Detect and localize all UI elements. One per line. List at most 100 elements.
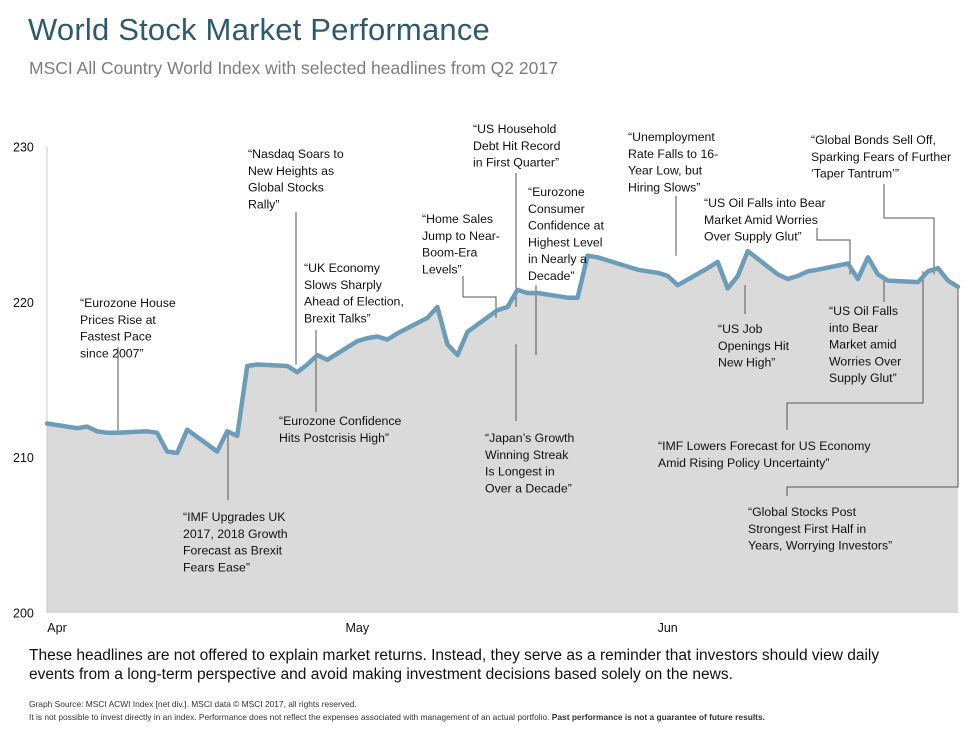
data-point (595, 255, 599, 259)
annotation-label: “Unemployment Rate Falls to 16- Year Low, … (628, 130, 718, 194)
annotation-line: “IMF Lowers Forecast for US Economy (658, 439, 871, 453)
annotation-line: “US Job (718, 322, 763, 336)
disclaimer-note: These headlines are not offered to expla… (29, 647, 880, 683)
annotation-connector (786, 286, 959, 496)
annotation-connector (883, 184, 935, 275)
data-point (315, 353, 319, 357)
annotation-line: New Heights as (248, 164, 334, 178)
annotation-line: Consumer (528, 202, 585, 216)
data-point (646, 269, 650, 273)
data-point (115, 431, 119, 435)
data-point (375, 334, 379, 338)
annotation-line: Amid Rising Policy Uncertainty” (658, 456, 830, 470)
annotation-line: “Nasdaq Soars to (248, 147, 344, 161)
annotation-line: Prices Rise at (80, 313, 156, 327)
data-point (816, 268, 820, 272)
annotation-line: ‘Taper Tantrum’” (811, 167, 899, 181)
y-tick-label: 230 (13, 141, 34, 155)
annotation-label: “Global Stocks Post Strongest First Half … (748, 505, 892, 553)
annotation-line: “Japan’s Growth (485, 431, 574, 445)
data-point (926, 269, 930, 273)
data-point (946, 278, 950, 282)
annotation-line: Year Low, but (628, 164, 703, 178)
annotation-line: Confidence at (528, 219, 604, 233)
data-point (85, 424, 89, 428)
data-point (365, 336, 369, 340)
annotation-line: New High” (718, 356, 775, 370)
annotation-line: Rally” (248, 197, 279, 211)
data-point (916, 280, 920, 284)
chart-subtitle: MSCI All Country World Index with select… (29, 58, 558, 78)
data-point (786, 277, 790, 281)
annotation-line: Ahead of Election, (304, 295, 404, 309)
footer-disclaimer-bold: Past performance is not a guarantee of f… (551, 712, 765, 722)
data-point (155, 431, 159, 435)
data-point (285, 364, 289, 368)
data-point (525, 291, 529, 295)
annotation-line: in First Quarter” (473, 156, 559, 170)
annotation-label: “Home Sales Jump to Near- Boom-Era Levels” (422, 212, 500, 276)
data-point (465, 330, 469, 334)
data-point (726, 286, 730, 290)
data-point (856, 277, 860, 281)
annotation-line: Rate Falls to 16- (628, 147, 718, 161)
data-point (736, 274, 740, 278)
data-point (175, 451, 179, 455)
data-point (956, 285, 960, 289)
data-point (235, 434, 239, 438)
annotation-line: Jump to Near- (422, 229, 500, 243)
annotation-line: “US Household (473, 122, 557, 136)
data-point (575, 296, 579, 300)
data-point (215, 449, 219, 453)
footer: Graph Source: MSCI ACWI Index [net div.]… (29, 698, 959, 724)
annotation-connector (816, 228, 851, 275)
data-point (796, 274, 800, 278)
annotation-label: “Eurozone Consumer Confidence at Highest Le… (528, 185, 604, 283)
annotation-label: “Japan’s Growth Winning Streak Is Longest … (485, 431, 574, 495)
annotation-line: Openings Hit (718, 339, 790, 353)
annotation-line: “Global Bonds Sell Off, (811, 133, 936, 147)
annotation-line: “UK Economy (304, 261, 381, 275)
annotation-line: Market Amid Worries (704, 213, 818, 227)
annotation-line: Over a Decade” (485, 481, 572, 495)
annotation-line: Fears Ease” (183, 560, 250, 574)
data-point (776, 272, 780, 276)
data-point (505, 305, 509, 309)
data-point (676, 283, 680, 287)
annotation-connector (462, 276, 497, 318)
annotation-line: Winning Streak (485, 448, 569, 462)
annotation-line: Brexit Talks” (304, 311, 371, 325)
annotation-line: Decade” (528, 269, 574, 283)
data-point (435, 305, 439, 309)
annotation-line: Market amid (829, 338, 897, 352)
annotation-line: Debt Hit Record (473, 139, 561, 153)
annotation-line: “US Oil Falls (829, 304, 898, 318)
annotation-line: “Home Sales (422, 212, 493, 226)
annotation-line: “Eurozone Confidence (279, 414, 402, 428)
annotation-label: “Global Bonds Sell Off, Sparking Fears of… (811, 133, 951, 181)
data-point (145, 429, 149, 433)
x-tick-label: May (346, 621, 370, 635)
annotation-label: “UK Economy Slows Sharply Ahead of Electio… (304, 261, 404, 325)
annotation-label: “Eurozone Confidence Hits Postcrisis High… (279, 414, 402, 445)
annotation-line: Hiring Slows” (628, 180, 700, 194)
annotation-line: Supply Glut” (829, 371, 897, 385)
chart-title: World Stock Market Performance (28, 12, 490, 47)
annotation-label: “US Oil Falls into Bear Market amid Worries… (829, 304, 901, 385)
data-point (936, 266, 940, 270)
annotation-connector (786, 271, 924, 430)
data-point (455, 353, 459, 357)
x-tick-label: Apr (47, 621, 66, 635)
annotation-line: into Bear (829, 321, 878, 335)
data-point (535, 291, 539, 295)
annotation-label: “US Household Debt Hit Record in First Qua… (473, 122, 561, 170)
annotation-line: in Nearly a (528, 252, 587, 266)
annotation-label: “Nasdaq Soars to New Heights as Global Sto… (248, 147, 344, 211)
annotation-line: Levels” (422, 262, 462, 276)
data-point (245, 364, 249, 368)
data-point (425, 316, 429, 320)
annotation-line: Global Stocks (248, 181, 324, 195)
data-point (846, 261, 850, 265)
data-point (255, 362, 259, 366)
y-tick-label: 210 (13, 451, 34, 465)
